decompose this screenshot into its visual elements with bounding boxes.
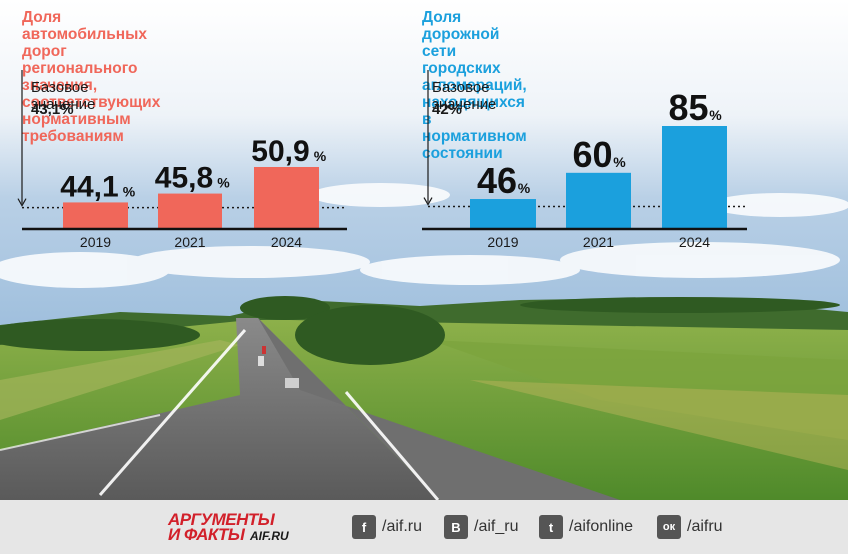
social-facebook[interactable]: f /aif.ru [352, 514, 422, 540]
left-category-label-2021: 2021 [174, 234, 205, 250]
social-odnoklassniki[interactable]: ок /aifru [657, 514, 723, 540]
right-title-line-2: агломераций, находящихся в нормативном [422, 77, 527, 145]
aif-logo[interactable]: АРГУМЕНТЫ И ФАКТЫ AIF.RU [168, 510, 298, 546]
left-baseline-label: Базовое значение [31, 79, 96, 113]
left-unit-label-2024: % [314, 148, 327, 164]
left-arrow-head [17, 198, 27, 207]
left-unit-label-2019: % [123, 183, 136, 199]
facebook-handle: /aif.ru [382, 518, 423, 535]
left-category-label-2024: 2024 [271, 234, 302, 250]
right-chart-title: Доля дорожной сети городских агломераций… [422, 9, 527, 162]
right-baseline-value: 42% [432, 101, 463, 118]
right-bar-2019 [470, 199, 536, 229]
left-bar-2019 [63, 202, 128, 229]
left-title-line-2: значения, соответствующих нормативным [22, 77, 161, 128]
right-title-line-3: состоянии [422, 145, 503, 162]
road-landscape-photo [0, 0, 848, 500]
right-unit-label-2024: % [709, 107, 722, 123]
right-value-label-2019: 46 [477, 160, 517, 201]
right-category-label-2021: 2021 [583, 234, 614, 250]
right-title-line-1: Доля дорожной сети городских [422, 9, 501, 77]
right-unit-label-2019: % [518, 180, 531, 196]
left-baseline-value: 43,1% [31, 101, 74, 118]
facebook-icon: f [352, 515, 376, 539]
twitter-icon: t [539, 515, 563, 539]
social-vk[interactable]: В /aif_ru [444, 514, 518, 540]
left-bar-2024 [254, 167, 319, 229]
left-value-label-2024: 50,9 [251, 135, 309, 168]
left-chart-title: Доля автомобильных дорог регионального з… [22, 9, 160, 145]
left-bar-2021 [158, 193, 222, 229]
social-twitter[interactable]: t /aifonline [539, 514, 633, 540]
right-value-label-2024: 85 [668, 87, 708, 128]
right-bar-2024 [662, 126, 727, 229]
left-title-line-1: Доля автомобильных дорог регионального [22, 9, 148, 77]
left-title-line-3: требованиям [22, 128, 124, 145]
right-category-label-2019: 2019 [487, 234, 518, 250]
right-unit-label-2021: % [613, 154, 626, 170]
vk-handle: /aif_ru [474, 518, 519, 535]
odnoklassniki-handle: /aifru [687, 518, 723, 535]
twitter-handle: /aifonline [569, 518, 634, 535]
footer-bar: АРГУМЕНТЫ И ФАКТЫ AIF.RU f /aif.ru В /ai… [0, 500, 848, 554]
charts-overlay: 44,1 % 2019 45,8 % 2021 50,9 % 2024 46 % 2019 60 % 202… [17, 70, 747, 250]
right-arrow-head [423, 197, 433, 206]
vk-icon: В [444, 515, 468, 539]
right-bar-2021 [566, 172, 631, 229]
logo-line-1: АРГУМЕНТЫ [168, 510, 275, 529]
right-category-label-2024: 2024 [679, 234, 710, 250]
left-unit-label-2021: % [217, 175, 230, 191]
left-value-label-2019: 44,1 [60, 170, 118, 203]
logo-domain: AIF.RU [250, 529, 289, 543]
right-value-label-2021: 60 [572, 134, 612, 175]
logo-line-2: И ФАКТЫ [168, 525, 245, 544]
left-value-label-2021: 45,8 [155, 162, 213, 195]
left-category-label-2019: 2019 [80, 234, 111, 250]
odnoklassniki-icon: ок [657, 515, 681, 539]
right-baseline-label: Базовое значение [432, 79, 497, 113]
